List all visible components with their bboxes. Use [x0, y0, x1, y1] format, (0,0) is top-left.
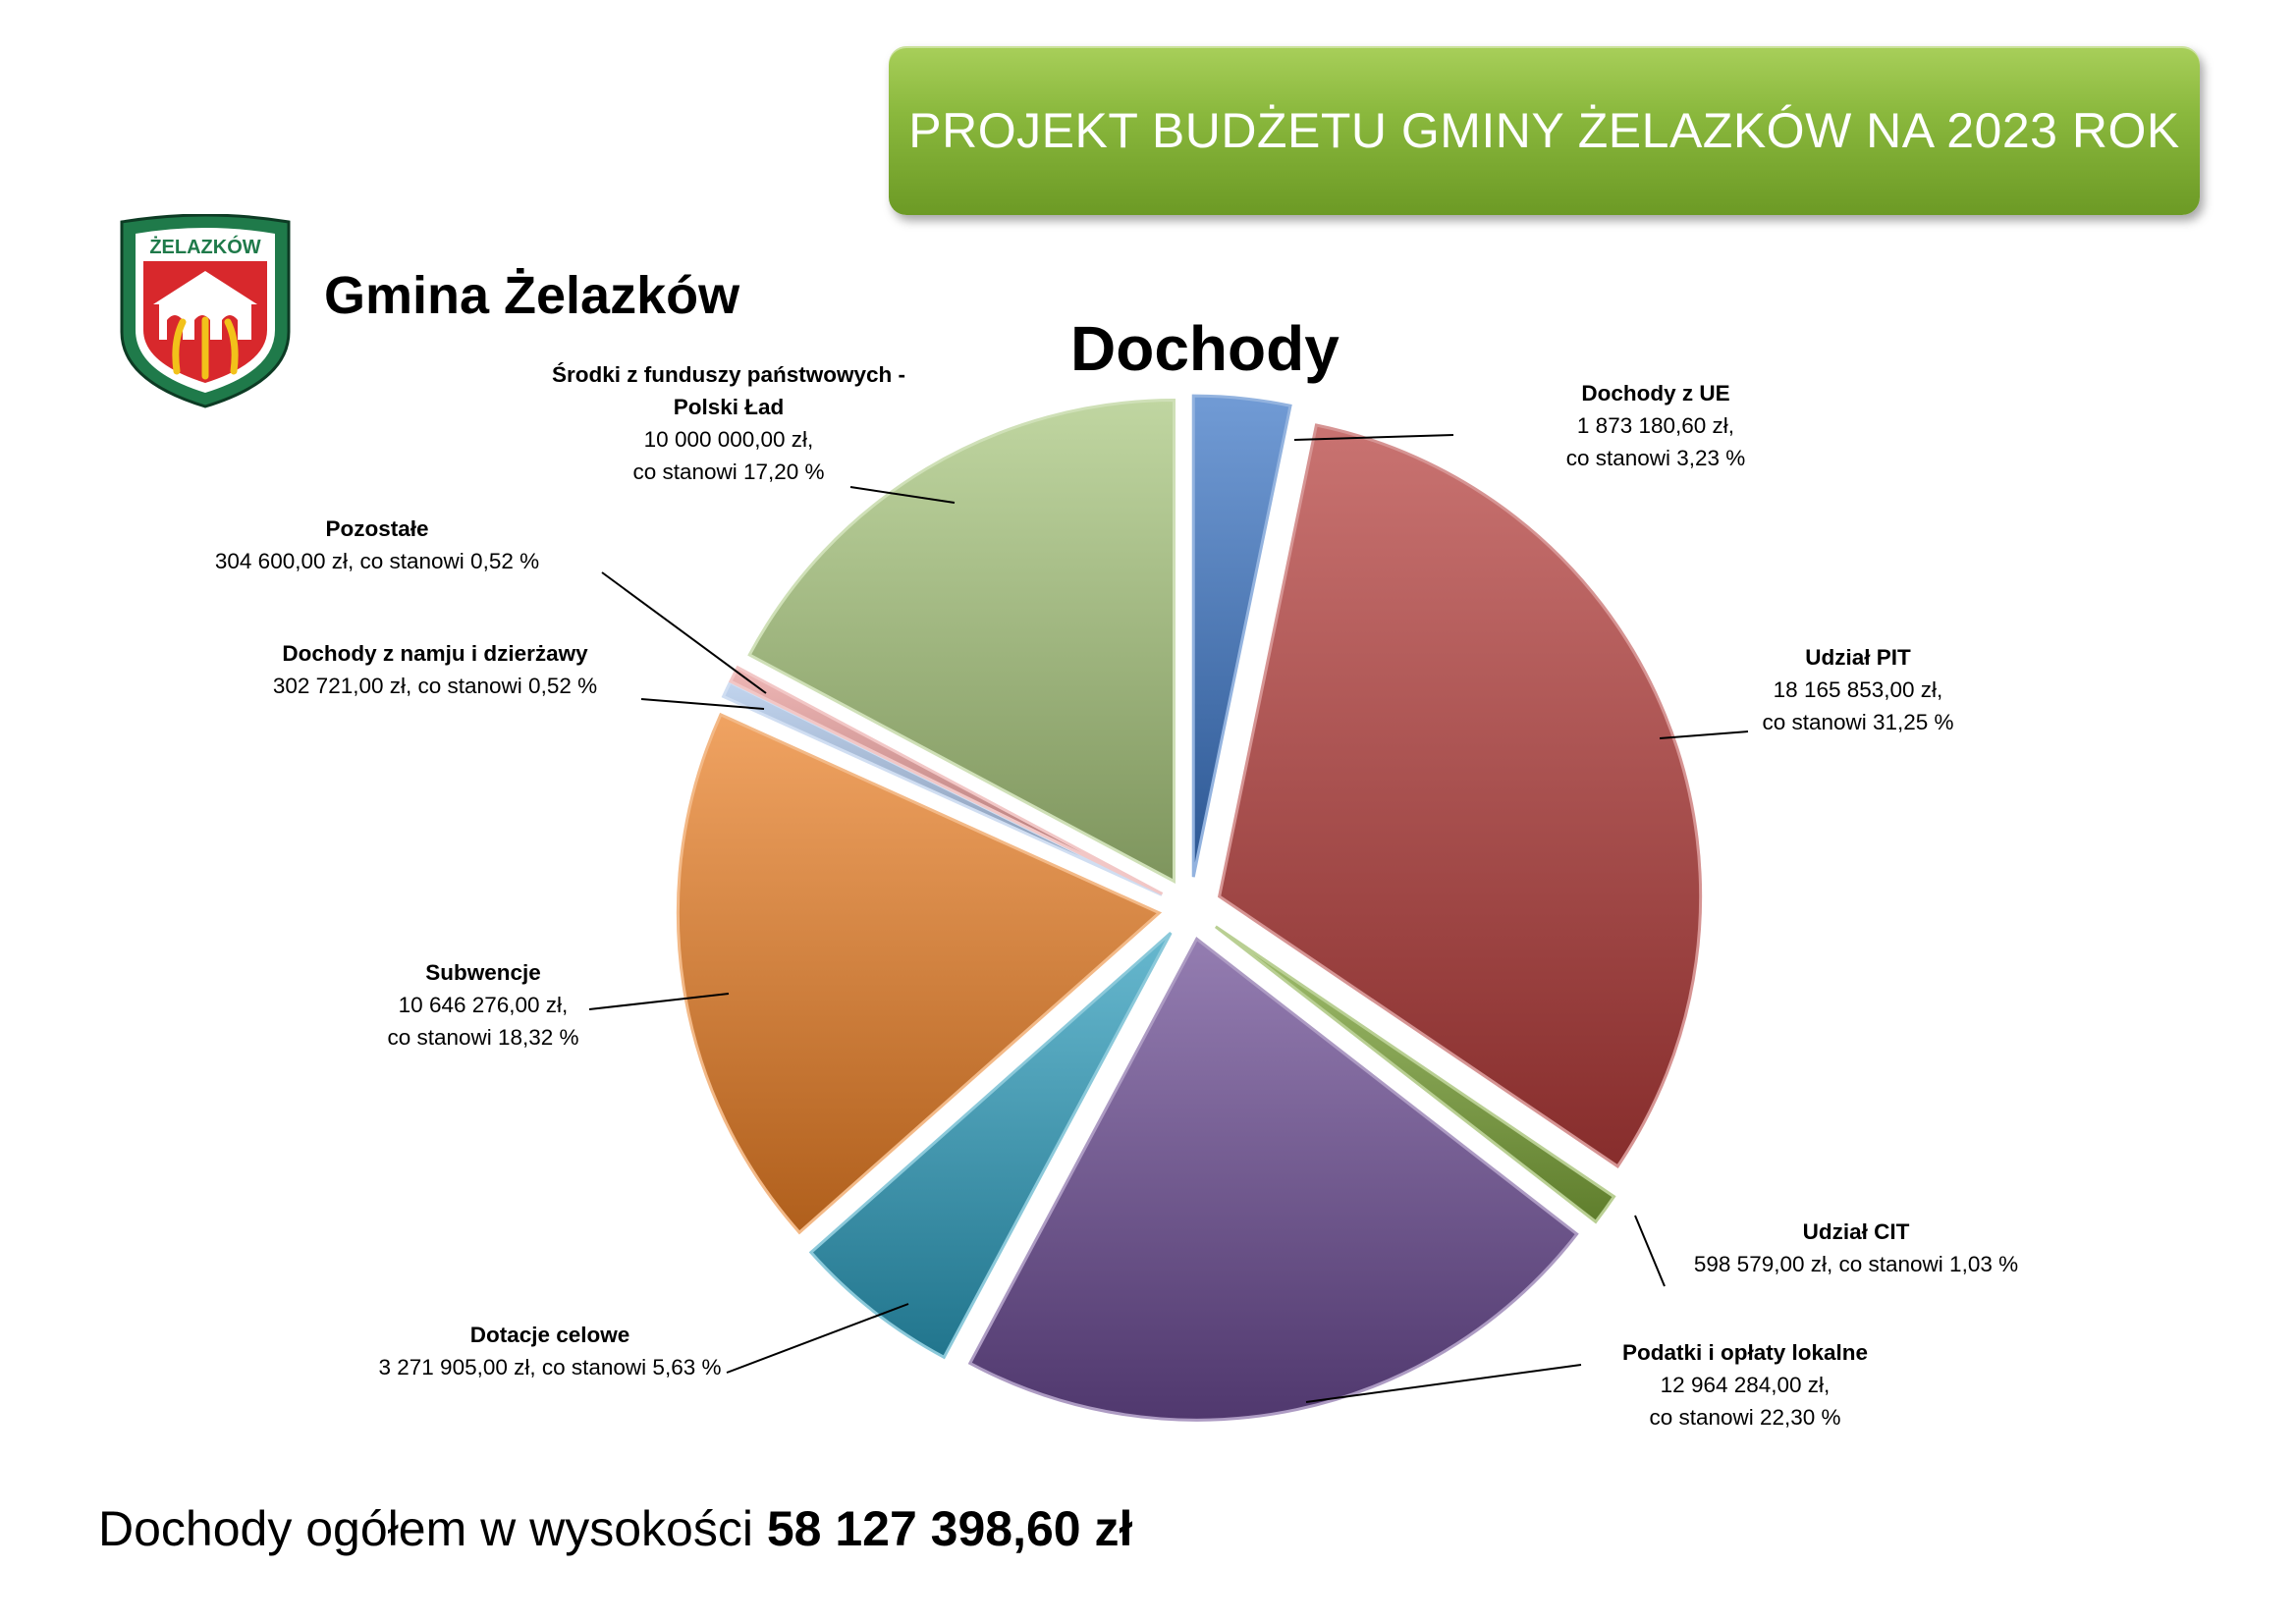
- slice-name: Dochody z UE: [1581, 381, 1729, 406]
- leader-line-4: [1305, 1364, 1582, 1403]
- slice-value: co stanowi 31,25 %: [1762, 710, 1953, 734]
- pie-slice-2: [1217, 423, 1703, 1168]
- slice-label-1: Dochody z UE 1 873 180,60 zł, co stanowi 3…: [1566, 381, 1746, 470]
- slice-name: Dotacje celowe: [470, 1323, 630, 1347]
- total-revenue: Dochody ogółem w wysokości 58 127 398,60…: [98, 1500, 1132, 1557]
- slice-name: Pozostałe: [325, 516, 428, 541]
- slice-name: Dochody z namju i dzierżawy: [282, 641, 588, 666]
- pie-slice-6: [676, 712, 1163, 1235]
- slice-label-3: Udział CIT 598 579,00 zł, co stanowi 1,03…: [1694, 1219, 2018, 1276]
- slice-label-9: Środki z funduszy państwowych - Polski Ła…: [552, 362, 905, 484]
- slice-label-2: Udział PIT 18 165 853,00 zł, co stanowi 31…: [1762, 645, 1953, 734]
- slice-name: Subwencje: [425, 960, 541, 985]
- slice-name: Udział PIT: [1805, 645, 1911, 670]
- slice-label-4: Podatki i opłaty lokalne 12 964 284,00 zł…: [1622, 1340, 1868, 1430]
- slice-name: Polski Ład: [674, 395, 785, 419]
- slice-label-7: Dochody z namju i dzierżawy 302 721,00 zł…: [273, 641, 597, 698]
- pie-slice-3: [1214, 925, 1616, 1224]
- pie-slice-1: [1191, 394, 1292, 878]
- slice-value: 598 579,00 zł, co stanowi 1,03 %: [1694, 1252, 2018, 1276]
- slice-value: 10 646 276,00 zł,: [399, 993, 569, 1017]
- total-value: 58 127 398,60 zł: [766, 1501, 1133, 1556]
- pie-slice-4: [967, 937, 1579, 1422]
- leader-line-5: [726, 1303, 909, 1374]
- slice-name: Udział CIT: [1803, 1219, 1910, 1244]
- slice-value: 302 721,00 zł, co stanowi 0,52 %: [273, 674, 597, 698]
- slice-value: 12 964 284,00 zł,: [1661, 1373, 1831, 1397]
- pie-slice-9: [747, 399, 1176, 885]
- crest-text: ŻELAZKÓW: [149, 235, 260, 258]
- slice-value: 18 165 853,00 zł,: [1774, 677, 1943, 702]
- slice-label-6: Subwencje 10 646 276,00 zł, co stanowi 18,…: [387, 960, 578, 1050]
- leader-line-1: [1293, 434, 1454, 441]
- slice-value: 3 271 905,00 zł, co stanowi 5,63 %: [379, 1355, 722, 1380]
- pie-slice-5: [808, 932, 1173, 1360]
- crest-logo: ŻELAZKÓW: [120, 214, 291, 408]
- slice-label-5: Dotacje celowe 3 271 905,00 zł, co stanow…: [379, 1323, 722, 1380]
- leader-line-3: [1634, 1215, 1666, 1287]
- municipality-name: Gmina Żelazków: [324, 266, 740, 325]
- slice-label-8: Pozostałe 304 600,00 zł, co stanowi 0,52 …: [215, 516, 539, 573]
- leader-line-2: [1659, 730, 1749, 739]
- banner-title: PROJEKT BUDŻETU GMINY ŻELAZKÓW NA 2023 R…: [908, 103, 2180, 158]
- title-banner: PROJEKT BUDŻETU GMINY ŻELAZKÓW NA 2023 R…: [889, 46, 2200, 215]
- chart-title: Dochody: [1070, 313, 1339, 384]
- slice-value: co stanowi 3,23 %: [1566, 446, 1746, 470]
- slice-value: 304 600,00 zł, co stanowi 0,52 %: [215, 549, 539, 573]
- slice-value: 10 000 000,00 zł,: [644, 427, 814, 452]
- leader-line-6: [588, 993, 730, 1010]
- slice-value: co stanowi 18,32 %: [387, 1025, 578, 1050]
- slice-name: Środki z funduszy państwowych -: [552, 362, 905, 387]
- slice-value: co stanowi 17,20 %: [632, 460, 824, 484]
- leader-line-9: [849, 486, 956, 504]
- total-label: Dochody ogółem w wysokości: [98, 1501, 767, 1556]
- leader-line-7: [640, 698, 765, 710]
- pie-slice-8: [728, 665, 1164, 895]
- slice-name: Podatki i opłaty lokalne: [1622, 1340, 1868, 1365]
- leader-line-8: [601, 571, 767, 694]
- slice-value: 1 873 180,60 zł,: [1577, 413, 1734, 438]
- slice-value: co stanowi 22,30 %: [1649, 1405, 1840, 1430]
